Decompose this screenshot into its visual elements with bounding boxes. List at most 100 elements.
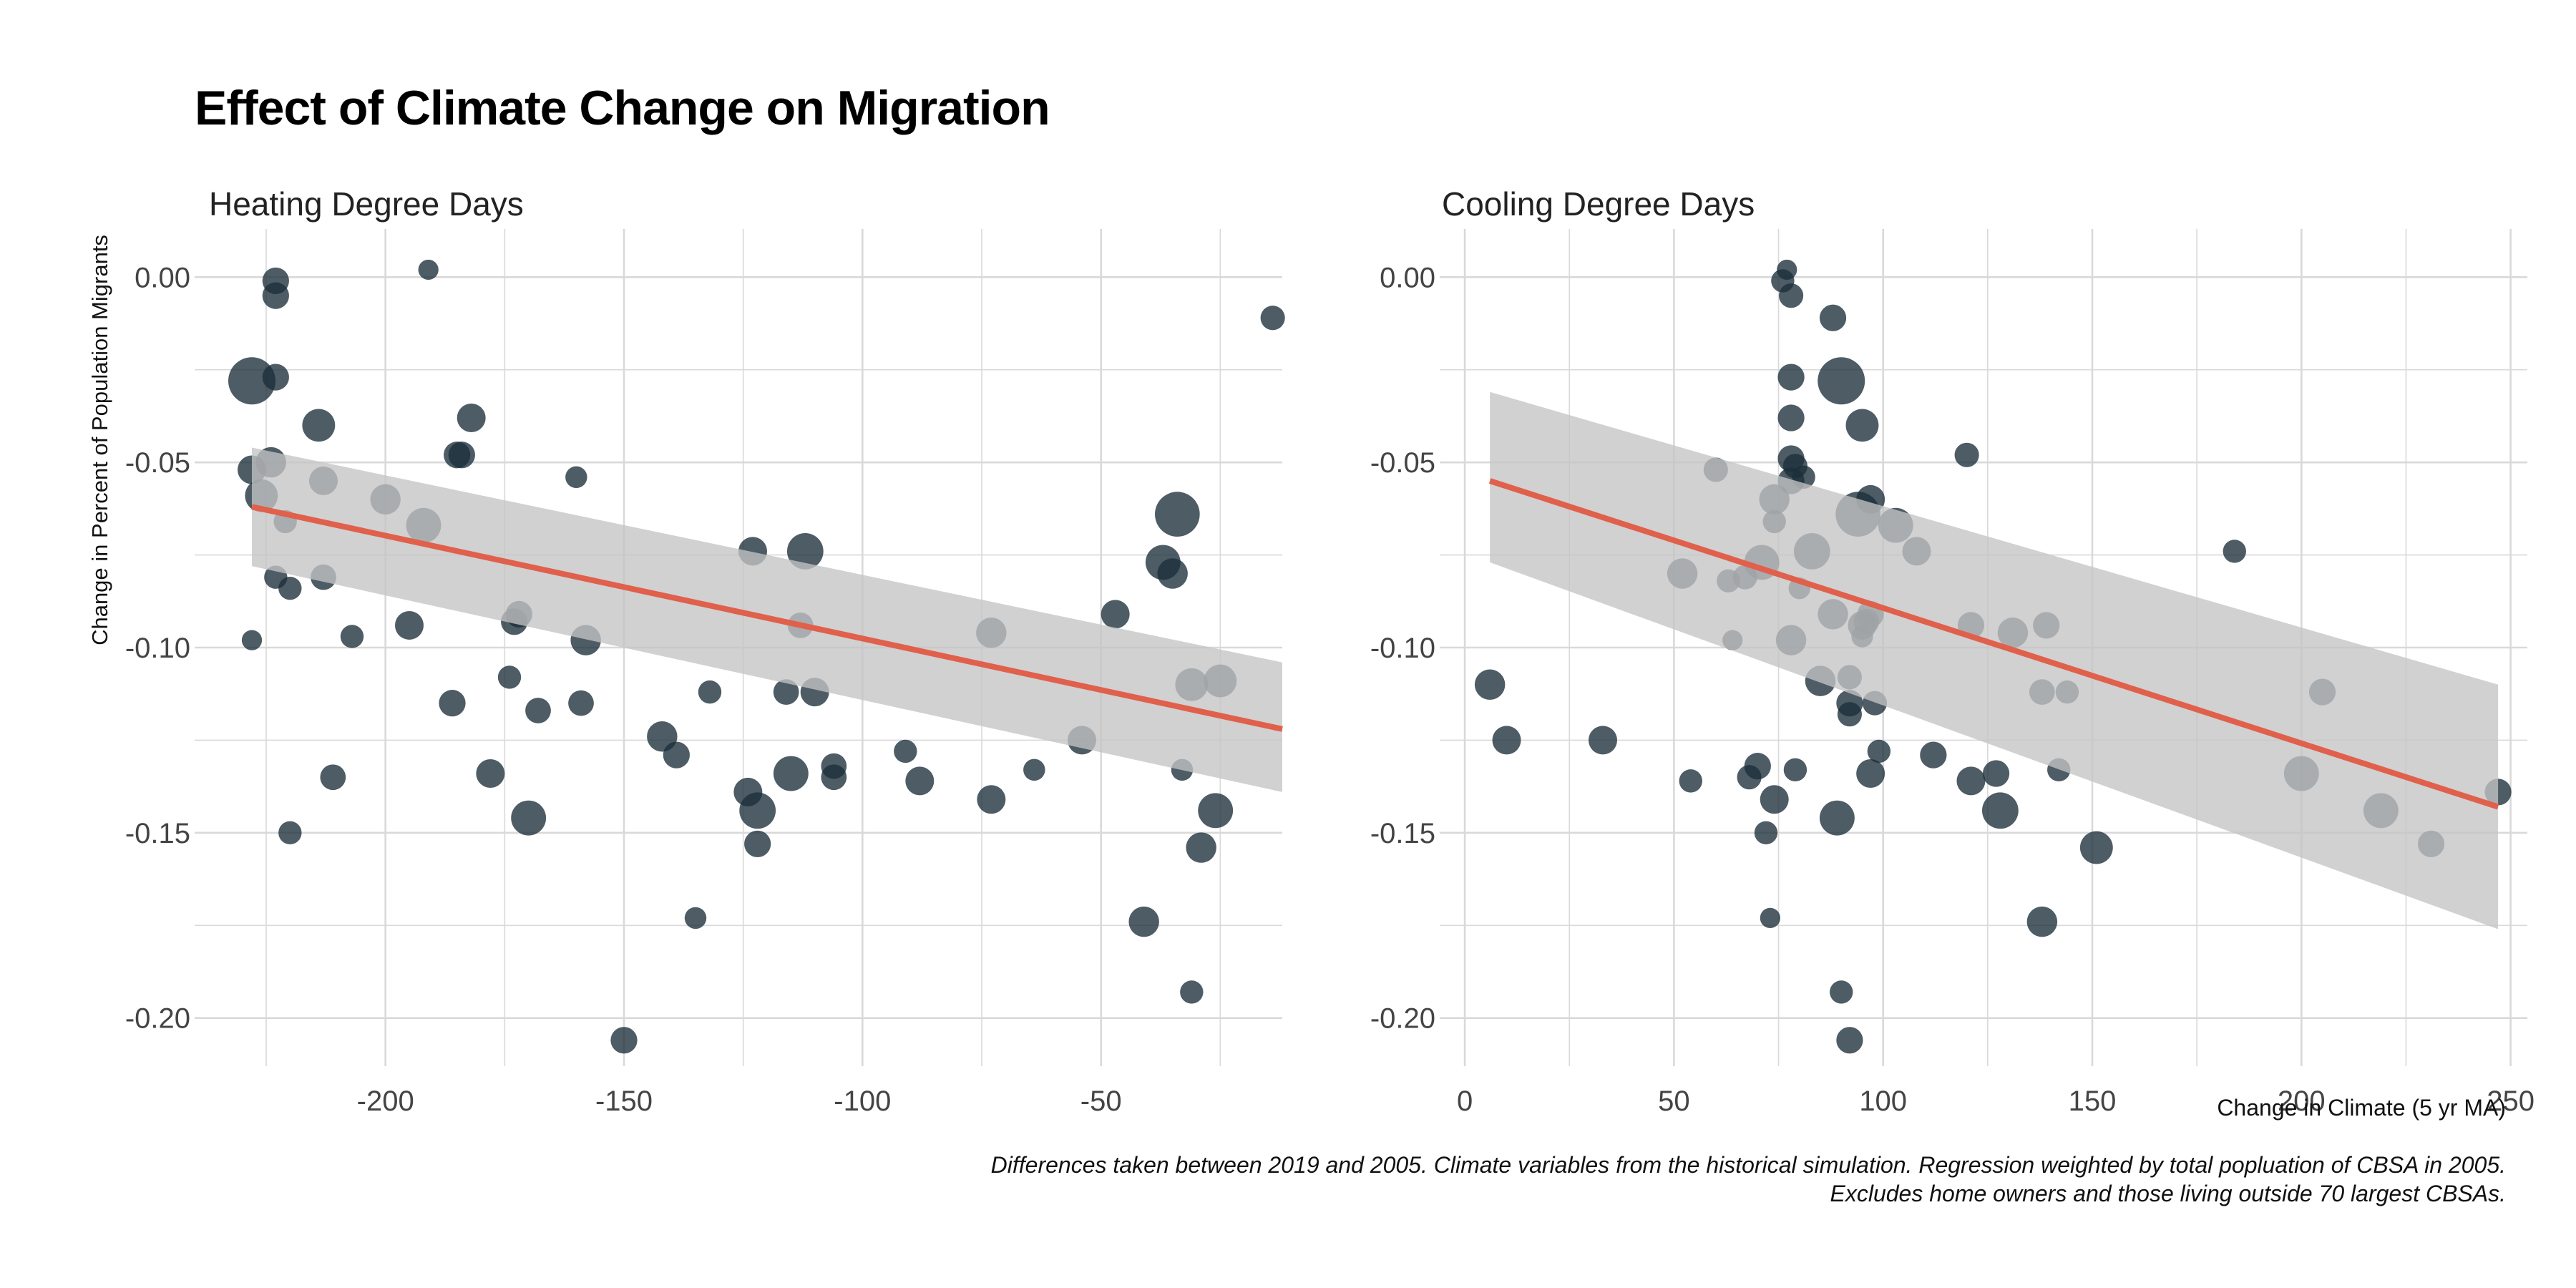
data-point [1981,792,2019,829]
data-point [1157,558,1188,589]
y-tick-label: -0.15 [125,818,190,849]
data-point [905,766,935,796]
data-point [1101,600,1130,629]
panel-title-cooling: Cooling Degree Days [1442,185,1755,223]
data-point [1830,980,1853,1004]
caption-line-1: Differences taken between 2019 and 2005.… [990,1152,2506,1178]
data-point [1819,800,1855,836]
data-point [977,785,1006,814]
y-tick-label: -0.05 [1370,447,1435,479]
panel-title-heating: Heating Degree Days [209,185,524,223]
data-point [821,753,847,779]
data-point [1760,785,1789,814]
data-point [1777,364,1805,391]
data-point [1956,766,1986,796]
data-point [262,282,289,309]
panel-cooling: 0 50 100 150 200 250 0.00 -0.05 -0.10 -0.15 -0.20 [1370,229,2534,1117]
data-point [786,533,824,570]
y-tick-label: -0.15 [1370,818,1435,849]
data-point [525,698,551,723]
x-tick-label: 250 [2487,1085,2534,1117]
x-tick-label: 0 [1457,1085,1473,1117]
x-tick-label: 100 [1859,1085,1907,1117]
data-point [241,630,263,650]
data-point [418,259,439,280]
data-point [1856,759,1885,789]
data-point [340,625,364,648]
confidence-ribbon [1490,391,2499,930]
data-point [1777,404,1805,431]
data-point [1836,1027,1863,1054]
caption-line-2: Excludes home owners and those living ou… [1830,1181,2506,1206]
data-point [439,690,466,717]
caption: Differences taken between 2019 and 2005.… [991,1151,2506,1208]
data-point [448,441,475,469]
data-point [1186,832,1216,863]
data-point [1128,906,1159,937]
data-point [1754,821,1778,845]
x-tick-label: -50 [1080,1085,1122,1117]
x-axis-label: Change in Climate (5 yr MA) [2217,1095,2506,1121]
y-tick-label: -0.10 [125,633,190,664]
data-point [320,764,346,791]
data-point [1589,726,1617,755]
data-point [773,756,809,791]
data-point [228,357,275,405]
x-tick-label: 150 [2069,1085,2117,1117]
data-point [1954,442,1979,467]
data-point [1779,283,1804,308]
data-point [476,759,505,789]
data-point [2026,906,2058,937]
data-point [1845,409,1879,442]
data-point [457,404,486,433]
data-point [302,409,336,442]
y-tick-label: 0.00 [135,262,190,293]
data-point [610,1027,638,1054]
data-point [894,739,917,763]
regression-line [1488,478,2499,810]
data-point [1819,304,1847,331]
data-point [1777,259,1797,280]
data-point [1783,758,1807,782]
data-point [1155,492,1200,537]
x-tick-label: 200 [2278,1085,2326,1117]
data-point [278,576,302,600]
data-point [1760,907,1780,929]
data-point [1023,758,1045,781]
data-point [1492,726,1521,755]
y-tick-label: 0.00 [1380,262,1435,293]
data-point [1837,702,1862,727]
data-point [684,907,707,930]
data-point [663,741,690,769]
data-point [2079,831,2113,864]
x-tick-label: -100 [834,1085,891,1117]
data-point [1198,793,1234,829]
data-point [1920,741,1947,769]
data-point [1982,760,2010,787]
data-point [739,792,776,829]
x-tick-label: -200 [357,1085,414,1117]
data-point [497,665,522,689]
y-tick-label: -0.10 [1370,633,1435,664]
x-tick-label: -150 [595,1085,653,1117]
panel-heating: -200 -150 -100 -50 0.00 -0.05 -0.10 -0.15 -0.20 [125,229,1285,1117]
data-point [698,680,722,704]
data-point [262,364,289,391]
y-tick-label: -0.05 [125,447,190,479]
chart-title: Effect of Climate Change on Migration [195,81,1050,135]
data-point [1180,980,1204,1004]
data-point [1744,753,1771,780]
data-point [1867,739,1891,763]
data-point [2223,540,2246,563]
data-point [395,610,424,640]
data-point [1260,306,1285,331]
y-tick-label: -0.20 [125,1003,190,1035]
data-point [1818,357,1865,405]
data-point [1474,669,1506,701]
data-point [278,821,302,845]
y-tick-label: -0.20 [1370,1003,1435,1035]
data-point [511,800,547,836]
data-point [744,830,771,858]
data-point [565,466,587,489]
